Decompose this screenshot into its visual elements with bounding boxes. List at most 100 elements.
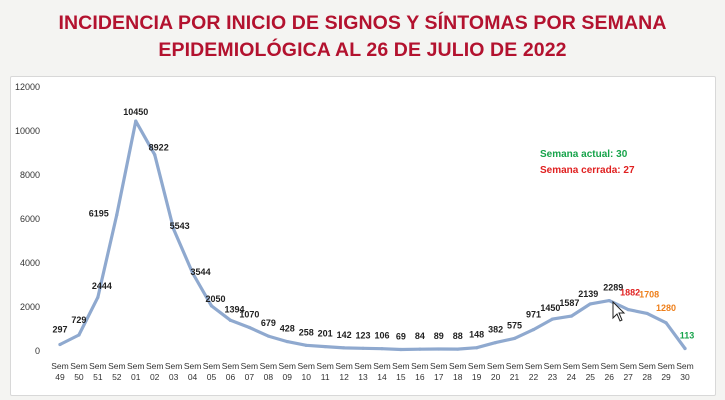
data-label: 84 xyxy=(415,331,425,341)
data-label: 201 xyxy=(318,329,333,339)
data-label: 1280 xyxy=(656,303,676,313)
data-point xyxy=(588,302,592,306)
x-tick-label: Sem 14 xyxy=(373,361,390,382)
x-tick-label: Sem 07 xyxy=(241,361,258,382)
data-point xyxy=(569,314,573,318)
x-tick-label: Sem 52 xyxy=(108,361,125,382)
x-tick-label: Sem 11 xyxy=(316,361,333,382)
x-tick-label: Sem 20 xyxy=(487,361,504,382)
data-label: 1587 xyxy=(559,298,579,308)
x-tick-label: Sem 12 xyxy=(335,361,352,382)
data-label: 1708 xyxy=(639,289,659,299)
data-point xyxy=(361,346,365,350)
data-label: 10450 xyxy=(123,107,148,117)
y-tick-label: 8000 xyxy=(20,170,40,180)
x-tick-label: Sem 30 xyxy=(676,361,693,382)
data-point xyxy=(664,321,668,325)
chart-title-line-1: INCIDENCIA POR INICIO DE SIGNOS Y SÍNTOM… xyxy=(58,12,667,34)
data-label: 2050 xyxy=(205,294,225,304)
x-tick-label: Sem 22 xyxy=(525,361,542,382)
data-label: 3544 xyxy=(191,267,211,277)
data-label: 2139 xyxy=(578,289,598,299)
data-point xyxy=(134,119,138,123)
data-label: 575 xyxy=(507,320,522,330)
data-label: 297 xyxy=(52,324,67,334)
data-point xyxy=(247,325,251,330)
x-tick-label: Sem 50 xyxy=(70,361,87,382)
data-point xyxy=(96,295,100,299)
data-label: 729 xyxy=(71,315,86,325)
data-label: 2444 xyxy=(92,281,112,291)
data-point xyxy=(153,153,157,157)
data-point xyxy=(380,347,384,351)
data-label: 1070 xyxy=(239,309,259,319)
x-tick-label: Sem 29 xyxy=(657,361,674,382)
x-tick-label: Sem 21 xyxy=(506,361,523,382)
current-week-note: Semana actual: 30 xyxy=(540,149,628,160)
data-label: 8922 xyxy=(149,143,169,153)
data-point xyxy=(626,307,630,312)
x-tick-label: Sem 25 xyxy=(582,361,599,382)
x-tick-label: Sem 28 xyxy=(638,361,655,382)
series-line xyxy=(58,119,687,352)
data-label: 971 xyxy=(526,310,541,320)
x-tick-label: Sem 18 xyxy=(449,361,466,382)
x-tick-label: Sem 27 xyxy=(619,361,636,382)
data-point xyxy=(58,342,62,347)
data-point xyxy=(304,343,308,347)
data-point xyxy=(418,347,422,351)
data-point xyxy=(531,328,536,332)
y-tick-label: 2000 xyxy=(20,302,40,312)
data-point xyxy=(607,299,611,303)
data-label: 123 xyxy=(356,330,371,340)
data-label: 1882 xyxy=(620,288,640,298)
data-label: 679 xyxy=(261,318,276,328)
data-label: 69 xyxy=(396,331,406,341)
plot-area-background xyxy=(10,76,716,396)
data-point xyxy=(209,304,214,308)
x-tick-label: Sem 06 xyxy=(222,361,239,382)
data-point xyxy=(172,227,176,231)
x-tick-label: Sem 17 xyxy=(430,361,447,382)
data-point xyxy=(323,344,327,349)
data-label: 2289 xyxy=(603,283,623,293)
y-axis: 0 2000 4000 6000 8000 10000 12000 xyxy=(15,82,40,356)
x-tick-label: Sem 04 xyxy=(184,361,201,382)
data-point xyxy=(475,346,479,350)
x-tick-label: Sem 51 xyxy=(89,361,106,382)
data-point xyxy=(456,347,460,351)
data-point xyxy=(115,213,119,217)
data-label: 148 xyxy=(469,330,484,340)
x-tick-label: Sem 15 xyxy=(392,361,409,382)
x-tick-label: Sem 19 xyxy=(468,361,485,382)
y-tick-label: 10000 xyxy=(15,126,40,136)
data-label: 428 xyxy=(280,324,295,334)
x-tick-label: Sem 10 xyxy=(297,361,314,382)
data-label: 89 xyxy=(434,331,444,341)
x-tick-label: Sem 49 xyxy=(51,361,68,382)
data-label: 1394 xyxy=(224,304,244,314)
y-tick-label: 6000 xyxy=(20,214,40,224)
data-label: 258 xyxy=(299,327,314,337)
x-tick-label: Sem 08 xyxy=(260,361,277,382)
data-point xyxy=(512,336,517,340)
x-tick-label: Sem 16 xyxy=(411,361,428,382)
data-label: 106 xyxy=(374,331,389,341)
data-point xyxy=(342,346,346,350)
data-point xyxy=(77,333,81,337)
data-label: 5543 xyxy=(170,221,190,231)
x-tick-label: Sem 09 xyxy=(279,361,296,382)
series-incidencia xyxy=(58,119,687,352)
data-label: 113 xyxy=(680,331,695,341)
data-label: 88 xyxy=(453,331,463,341)
x-tick-label: Sem 02 xyxy=(146,361,163,382)
data-label: 6195 xyxy=(89,209,109,219)
x-tick-label: Sem 01 xyxy=(127,361,144,382)
data-point xyxy=(437,347,441,351)
y-tick-label: 12000 xyxy=(15,82,40,92)
data-label: 142 xyxy=(337,330,352,340)
x-tick-label: Sem 05 xyxy=(203,361,220,382)
data-point xyxy=(399,347,403,352)
